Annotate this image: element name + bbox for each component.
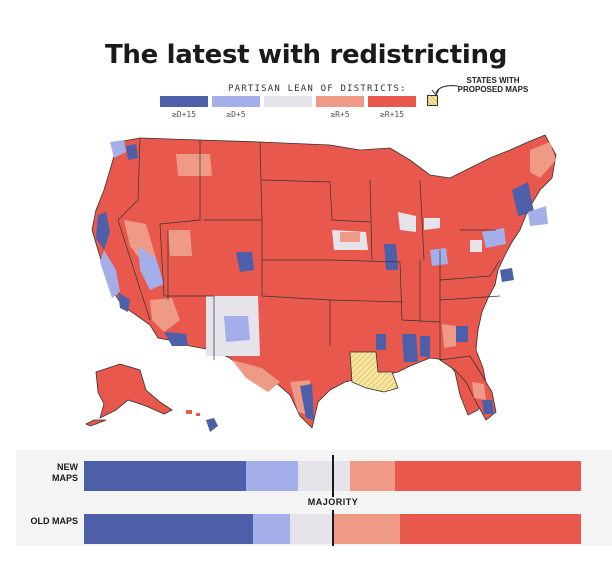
new-maps-segment-0 [84,461,246,491]
region-blue-alabama [420,336,430,358]
region-blue-virginia [500,268,514,282]
new-maps-label: NEW MAPS [51,462,78,483]
majority-line-old [332,510,334,546]
region-lightred-montana [176,154,212,176]
new-maps-segment-1 [245,461,298,491]
legend-swatch-r5 [316,96,364,107]
florida [438,355,497,421]
region-lightred-arizona [150,298,180,332]
region-gray-michigan [424,218,440,230]
majority-label: MAJORITY [307,497,359,507]
legend-swatch-d15 [160,96,208,107]
region-blue-florida [482,400,494,414]
us-map [85,134,557,432]
region-blue-illinois [384,244,398,270]
region-blue-arizona [164,332,188,346]
region-blue-seattle [126,144,138,160]
region-lightred-iowa [340,232,360,242]
new-maps-segment-3 [349,461,395,491]
region-blue-la [118,292,130,312]
region-lightblue-ohio [430,248,448,266]
old-maps-label: OLD MAPS [30,516,78,526]
region-blue-new-orleans [376,334,386,350]
region-lightblue-nevada [138,246,164,290]
old-maps-bar [84,514,581,544]
old-maps-segment-0 [84,514,253,544]
old-maps-segment-1 [252,514,291,544]
region-blue-mississippi [402,334,418,362]
page-title: The latest with redistricting [104,40,508,70]
legend-swatch-proposed [427,95,438,106]
legend-swatch-r15 [368,96,416,107]
legend-label-proposed: STATES WITH PROPOSED MAPS [457,76,529,94]
old-maps-segment-2 [290,514,333,544]
region-lightblue-northeast [482,228,506,248]
alaska [95,363,173,419]
louisiana-proposed [349,351,399,393]
region-lightred-texas [232,360,280,392]
region-blue-colorado [236,252,254,272]
legend-label-d15: ≥D+15 [171,110,197,119]
region-lightblue-california [100,250,120,298]
old-maps-segment-4 [399,514,581,544]
region-lightred-florida [472,382,486,400]
old-maps-segment-3 [332,514,400,544]
region-blue-new-england [512,182,534,216]
region-blue-georgia [456,326,468,342]
legend-label-r15: ≥R+15 [379,110,405,119]
region-lightblue-new-mexico [224,316,250,342]
region-lightred-georgia [442,324,456,348]
new-maps-segment-4 [394,461,581,491]
alaska-islands [85,419,107,427]
region-lightblue-washington [110,140,126,158]
state-borders [117,137,501,360]
legend-title: PARTISAN LEAN OF DISTRICTS: [228,84,407,94]
legend-label-r5: ≥R+5 [330,110,350,119]
region-lightred-utah [168,230,192,256]
region-lightred-maine [530,142,556,178]
hawaii [206,418,218,432]
majority-line-new [332,455,334,497]
new-maps-segment-2 [297,461,350,491]
region-gray-wisconsin [398,212,416,232]
region-lightblue-new-england [528,206,548,226]
region-blue-west-coast [96,212,110,250]
region-gray-pennsylvania [470,240,482,252]
legend-swatch-d5 [212,96,260,107]
legend-swatch-tossup [264,96,312,107]
hawaii-islands [186,410,200,416]
region-blue-texas [300,384,314,420]
legend-label-d5: ≥D+5 [226,110,246,119]
new-maps-bar [84,461,581,491]
